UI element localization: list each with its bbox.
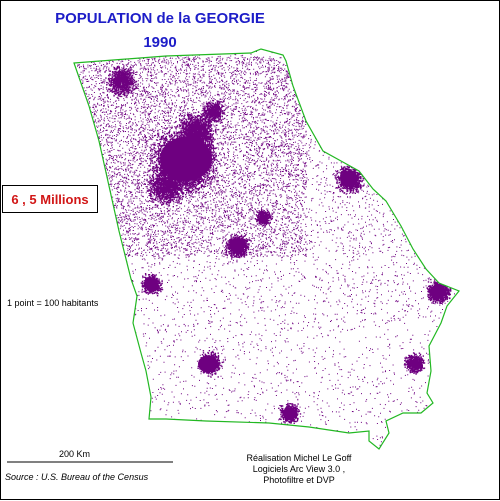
urban-core (430, 285, 446, 299)
population-dot-pattern (74, 51, 459, 449)
title-line-1: POPULATION de la GEORGIE (55, 10, 265, 27)
credits-line-2: Logiciels Arc View 3.0 , (252, 464, 346, 474)
credits: Réalisation Michel Le Goff Logiciels Arc… (239, 453, 359, 486)
urban-core (340, 171, 358, 187)
scale-label: 200 Km (59, 449, 91, 459)
urban-core (198, 355, 218, 373)
population-dots (74, 51, 459, 449)
total-population-box: 6 , 5 Millions (2, 185, 98, 213)
map-title: POPULATION de la GEORGIE 1990 (1, 9, 319, 53)
urban-core (283, 408, 297, 420)
title-line-2-year: 1990 (143, 34, 177, 51)
georgia-state-outline (73, 48, 460, 450)
total-population-value: 6 , 5 Millions (11, 191, 89, 207)
urban-core (144, 278, 158, 290)
credits-line-1: Réalisation Michel Le Goff (246, 453, 352, 463)
source-note: Source : U.S. Bureau of the Census (5, 472, 149, 482)
dot-legend: 1 point = 100 habitants (7, 298, 99, 308)
urban-core (160, 136, 212, 182)
urban-core (229, 238, 245, 252)
credits-line-3: Photofiltre et DVP (263, 475, 335, 485)
